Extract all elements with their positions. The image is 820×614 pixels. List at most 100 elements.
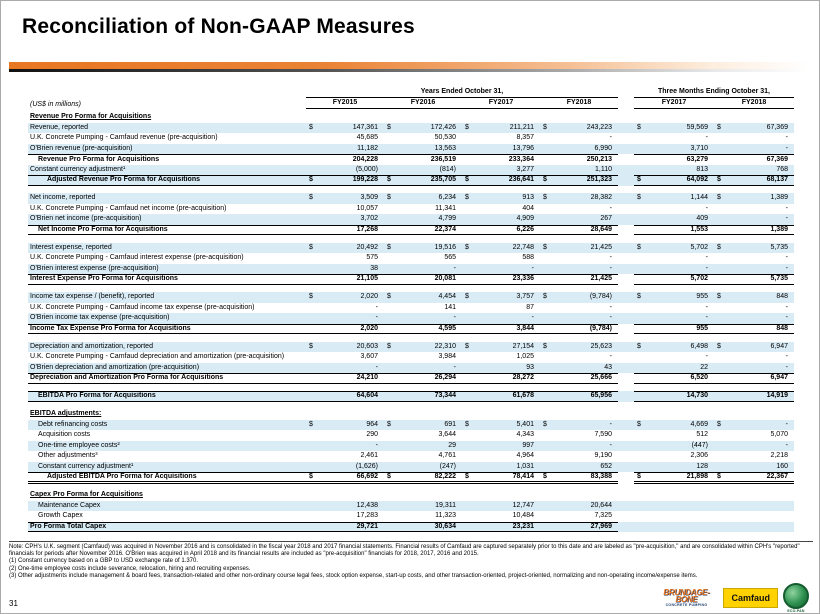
cell-value: $2,020 bbox=[309, 293, 378, 301]
cell-value: $22,748 bbox=[465, 243, 534, 251]
cell-value: 29 bbox=[448, 441, 456, 449]
cell-value: 14,730 bbox=[634, 391, 714, 402]
cell-value: 87 bbox=[526, 303, 534, 311]
cell-value: $59,569 bbox=[637, 123, 708, 131]
footer-logos: BRUNDAGE- BONE CONCRETE PUMPING Camfaud … bbox=[654, 583, 809, 613]
cell-value: $1,389 bbox=[717, 194, 788, 202]
cell-value: 1,389 bbox=[714, 224, 794, 235]
cell-value: $67,369 bbox=[717, 123, 788, 131]
header-spacer bbox=[28, 87, 306, 98]
cell-value: - bbox=[453, 264, 456, 272]
table-row: Depreciation and amortization, reported $… bbox=[28, 341, 794, 352]
page-number: 31 bbox=[9, 599, 18, 608]
cell-value bbox=[714, 409, 794, 420]
cell-value: $66,692 bbox=[306, 472, 384, 484]
spacer-row bbox=[28, 285, 794, 293]
col-group-three-months-title: Three Months Ending October 31, bbox=[634, 88, 794, 98]
table-row: O'Brien interest expense (pre-acquisitio… bbox=[28, 263, 794, 274]
cell-value: 3,644 bbox=[438, 431, 456, 439]
cell-value: 997 bbox=[522, 441, 534, 449]
row-label: U.K. Concrete Pumping - Camfaud revenue … bbox=[30, 134, 218, 142]
row-label: O'Brien revenue (pre-acquisition) bbox=[30, 144, 133, 152]
cell-value: - bbox=[705, 204, 708, 212]
cell-value bbox=[714, 490, 794, 501]
cell-value: 3,702 bbox=[360, 215, 378, 223]
table-row: Growth Capex 17,283 11,323 10,484 7,325 bbox=[28, 511, 794, 522]
row-label: O'Brien income tax expense (pre-acquisit… bbox=[30, 314, 170, 322]
table-row: Revenue Pro Forma for Acquisitions 204,22… bbox=[28, 154, 794, 165]
cell-value: - bbox=[453, 363, 456, 371]
column-gap bbox=[618, 303, 634, 314]
row-label: Adjusted EBITDA Pro Forma for Acquisitio… bbox=[28, 472, 306, 484]
cell-value: 1,110 bbox=[595, 165, 612, 173]
cell-value: 21,105 bbox=[306, 274, 384, 285]
cell-value: 575 bbox=[366, 254, 378, 262]
row-label: EBITDA adjustments: bbox=[30, 410, 102, 418]
column-gap bbox=[618, 154, 634, 165]
column-gap bbox=[618, 204, 634, 215]
column-gap bbox=[618, 490, 634, 501]
cell-value: 63,279 bbox=[634, 154, 714, 165]
cell-value: 2,020 bbox=[306, 323, 384, 334]
cell-value: $21,898 bbox=[634, 472, 714, 484]
column-gap bbox=[618, 133, 634, 144]
cell-value: - bbox=[785, 314, 788, 322]
cell-value: 7,590 bbox=[594, 431, 612, 439]
row-label: O'Brien interest expense (pre-acquisitio… bbox=[30, 264, 159, 272]
spacer-row bbox=[28, 384, 794, 392]
camfaud-logo: Camfaud bbox=[723, 588, 778, 608]
cell-value: - bbox=[785, 204, 788, 212]
cell-value: (5,000) bbox=[355, 165, 378, 173]
cell-value: 128 bbox=[696, 462, 708, 470]
cell-value: - bbox=[375, 314, 378, 322]
cell-value: (814) bbox=[439, 165, 456, 173]
cell-value: - bbox=[705, 353, 708, 361]
row-label: Depreciation and amortization, reported bbox=[30, 342, 153, 350]
cell-value: $913 bbox=[465, 194, 534, 202]
cell-value: $68,137 bbox=[714, 175, 794, 186]
cell-value: 204,228 bbox=[306, 154, 384, 165]
cell-value: - bbox=[785, 441, 788, 449]
cell-value: $78,414 bbox=[462, 472, 540, 484]
cell-value: - bbox=[705, 264, 708, 272]
cell-value: 6,990 bbox=[594, 144, 612, 152]
cell-value: 23,231 bbox=[462, 521, 540, 532]
cell-value bbox=[634, 511, 714, 522]
cell-value bbox=[384, 490, 462, 501]
table-row: Income Tax Expense Pro Forma for Acquisi… bbox=[28, 323, 794, 334]
cell-value: 955 bbox=[634, 323, 714, 334]
column-gap bbox=[618, 430, 634, 441]
cell-value: $964 bbox=[309, 420, 378, 428]
cell-value bbox=[634, 522, 714, 533]
brundage-bone-tagline: CONCRETE PUMPING bbox=[665, 603, 708, 607]
table-row: O'Brien income tax expense (pre-acquisit… bbox=[28, 313, 794, 324]
cell-value: 3,710 bbox=[690, 144, 708, 152]
row-label: Revenue Pro Forma for Acquisitions bbox=[30, 113, 152, 121]
column-gap bbox=[618, 472, 634, 484]
column-gap bbox=[618, 292, 634, 303]
table-row: Depreciation and Amortization Pro Forma … bbox=[28, 373, 794, 384]
cell-value: 7,325 bbox=[594, 512, 612, 520]
table-row: Adjusted EBITDA Pro Forma for Acquisitio… bbox=[28, 472, 794, 484]
cell-value: $4,454 bbox=[387, 293, 456, 301]
cell-value: 6,226 bbox=[462, 224, 540, 235]
cell-value: $243,223 bbox=[543, 123, 612, 131]
cell-value: - bbox=[453, 314, 456, 322]
cell-value: - bbox=[785, 264, 788, 272]
footnotes-block: Note: CPH's U.K. segment (Camfaud) was a… bbox=[9, 541, 813, 580]
column-gap bbox=[618, 144, 634, 155]
cell-value: 22,374 bbox=[384, 224, 462, 235]
cell-value: $82,222 bbox=[384, 472, 462, 484]
column-gap bbox=[618, 511, 634, 522]
cell-value: - bbox=[609, 314, 612, 322]
column-gap bbox=[618, 462, 634, 473]
cell-value bbox=[306, 490, 384, 501]
accent-bar-dark bbox=[9, 69, 809, 72]
footnote-3: (3) Other adjustments include management… bbox=[9, 572, 698, 579]
table-row: U.K. Concrete Pumping - Camfaud interest… bbox=[28, 253, 794, 264]
cell-value: 3,277 bbox=[516, 165, 534, 173]
cell-value: $5,401 bbox=[465, 420, 534, 428]
table-row: U.K. Concrete Pumping - Camfaud income t… bbox=[28, 303, 794, 314]
cell-value: $28,382 bbox=[543, 194, 612, 202]
cell-value: $211,211 bbox=[465, 123, 534, 131]
